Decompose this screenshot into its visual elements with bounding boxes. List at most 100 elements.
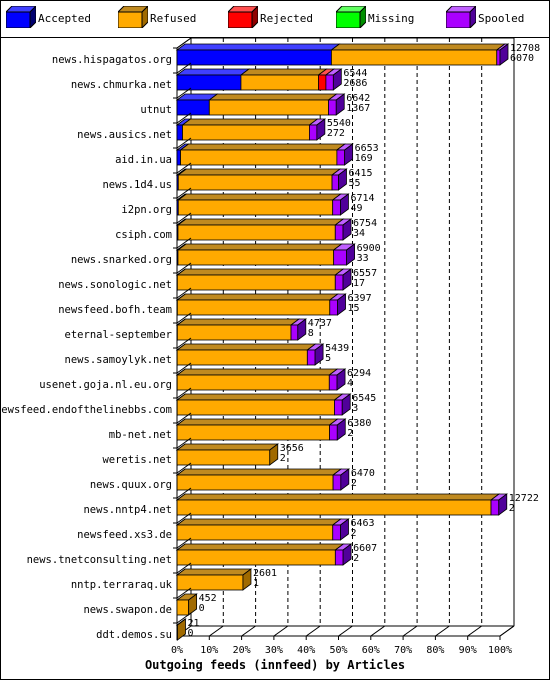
accepted-count-label: 2 (351, 478, 357, 489)
y-tick-depth (176, 87, 192, 99)
bar-segment-spooled (290, 324, 299, 341)
y-tick-depth (176, 62, 192, 74)
bar-side (242, 568, 252, 591)
bar-side (335, 93, 345, 116)
bar-segment-spooled (329, 299, 338, 316)
bar-segment-refused (182, 124, 310, 141)
category-label: news.samoylyk.net (65, 354, 172, 366)
offered-count-label: 6463 (351, 518, 375, 529)
bar-top-accepted (175, 68, 251, 76)
bar-segment-spooled (325, 74, 334, 91)
bar-top-refused (175, 418, 339, 426)
offered-count-label: 2601 (253, 568, 277, 579)
y-tick-depth (176, 287, 192, 299)
bar-segment-refused (176, 549, 336, 566)
y-tick-depth (176, 162, 192, 174)
bar-top-refused (176, 293, 339, 301)
bar-top-refused (175, 568, 253, 576)
bar-segment-refused (176, 424, 330, 441)
x-tick-depth (241, 625, 256, 637)
bar-top-refused (175, 518, 342, 526)
bar-segment-spooled (334, 274, 344, 291)
category-label: nntp.terraraq.uk (71, 579, 173, 591)
bar-side (499, 43, 509, 66)
bar-segment-refused (176, 324, 292, 341)
bar-top-refused (175, 443, 279, 451)
x-tick-depth (499, 625, 515, 637)
bar-segment-rejected (318, 74, 327, 91)
x-tick-depth (402, 625, 418, 637)
legend-label: Spooled (478, 12, 525, 25)
bar-side (316, 118, 326, 141)
bar-top-refused (239, 68, 328, 76)
bar-side (340, 193, 349, 216)
bar-top-refused (175, 368, 339, 376)
bar-segment-refused (176, 299, 331, 316)
bar-segment-spooled (332, 474, 342, 491)
bar-segment-refused (177, 174, 333, 191)
bar-segment-refused (177, 249, 335, 266)
offered-count-label: 5540 (327, 118, 351, 129)
category-label: utnut (140, 104, 172, 116)
offered-count-label: 12722 (509, 493, 539, 504)
legend: Accepted Refused Rejected Missing Spooled (0, 0, 550, 38)
x-tick-label: 50% (329, 645, 347, 656)
category-label: news.sonologic.net (58, 279, 172, 291)
bar-segment-spooled (306, 349, 316, 366)
legend-swatch (446, 6, 476, 28)
bar-top-accepted (175, 43, 341, 51)
y-tick-depth (176, 137, 192, 149)
offered-count-label: 6714 (350, 193, 374, 204)
bar-segment-refused (176, 274, 336, 291)
bar-top-refused (176, 243, 343, 251)
bar-side (188, 593, 198, 616)
offered-count-label: 6754 (353, 218, 377, 229)
offered-count-label: 3656 (280, 443, 304, 454)
category-label: weretis.net (102, 454, 172, 466)
x-tick-depth (273, 625, 289, 637)
category-label: news.tnetconsulting.net (27, 554, 172, 566)
bar-segment-spooled (336, 149, 346, 166)
bar-segment-accepted (176, 99, 210, 116)
offered-count-label: 6607 (353, 543, 377, 554)
legend-swatch (6, 6, 36, 28)
accepted-count-label: 4 (347, 378, 353, 389)
bar-segment-refused (176, 349, 308, 366)
legend-swatch (118, 6, 148, 28)
x-tick-label: 100% (488, 645, 512, 656)
category-label: news.swapon.de (83, 604, 172, 616)
legend-swatch (336, 6, 366, 28)
accepted-count-label: 49 (350, 203, 362, 214)
bar-segment-spooled (334, 549, 344, 566)
bar-segment-refused (240, 74, 319, 91)
bar-side (344, 143, 354, 166)
y-tick-depth (176, 437, 192, 449)
x-tick-depth (338, 625, 353, 637)
accepted-count-label: 2 (280, 453, 286, 464)
bar-top-refused (208, 93, 338, 101)
category-label: news.chmurka.net (71, 79, 172, 91)
accepted-count-label: 3 (352, 403, 358, 414)
bar-segment-refused (176, 449, 271, 466)
category-label: news.hispagatos.org (52, 54, 172, 66)
bar-segment-spooled (328, 99, 337, 116)
y-tick-depth (176, 537, 192, 549)
bar-segment-spooled (331, 174, 339, 191)
x-tick-depth (305, 625, 321, 637)
bar-segment-refused (177, 199, 334, 216)
bar-side (177, 618, 186, 641)
accepted-count-label: 8 (308, 328, 314, 339)
bar-top-refused (175, 393, 344, 401)
bar-side (337, 293, 346, 316)
bar-top-refused (179, 143, 347, 151)
offered-count-label: 6397 (348, 293, 372, 304)
bar-segment-refused (176, 499, 492, 516)
category-label: mb-net.net (109, 429, 172, 441)
bar-side (346, 243, 355, 266)
bar-top-refused (176, 268, 345, 276)
y-tick-depth (176, 337, 192, 349)
bar-top-refused (175, 543, 345, 551)
offered-count-label: 6294 (347, 368, 371, 379)
bar-top-refused (330, 43, 506, 51)
category-label: news.snarked.org (71, 254, 172, 266)
